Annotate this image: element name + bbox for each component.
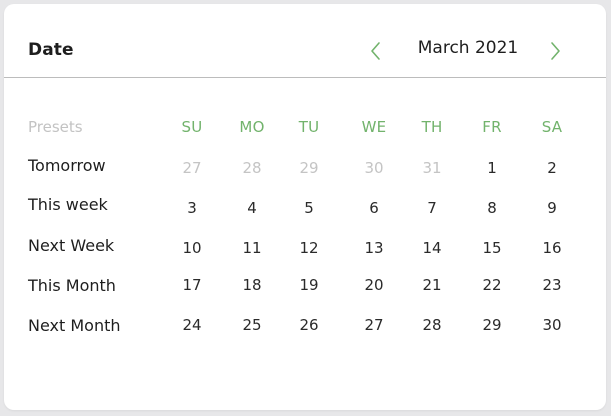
calendar-day[interactable]: 23 <box>542 276 562 294</box>
calendar-day[interactable]: 16 <box>542 239 562 257</box>
calendar-day[interactable]: 12 <box>299 239 319 257</box>
calendar-day[interactable]: 24 <box>182 316 202 334</box>
weekday-su: SU <box>181 118 203 136</box>
calendar-day[interactable]: 29 <box>482 316 502 334</box>
chevron-left-icon <box>371 42 380 60</box>
preset-next-week[interactable]: Next Week <box>28 236 115 255</box>
weekday-fr: FR <box>482 118 502 136</box>
preset-this-week[interactable]: This week <box>28 195 108 214</box>
calendar-day[interactable]: 8 <box>487 199 497 217</box>
calendar-day[interactable]: 21 <box>422 276 442 294</box>
preset-next-month[interactable]: Next Month <box>28 316 121 335</box>
weekday-sa: SA <box>541 118 563 136</box>
calendar-day[interactable]: 4 <box>247 199 257 217</box>
calendar-day[interactable]: 9 <box>547 199 557 217</box>
calendar-day[interactable]: 13 <box>364 239 384 257</box>
calendar-day-outside-month: 27 <box>182 159 202 177</box>
calendar-day-outside-month: 28 <box>242 159 262 177</box>
header-divider <box>4 77 606 78</box>
preset-tomorrow[interactable]: Tomorrow <box>28 156 106 175</box>
calendar-day-outside-month: 30 <box>364 159 384 177</box>
date-picker-card: Date March 2021 Presets Tomorrow This we… <box>4 4 606 410</box>
calendar-day[interactable]: 22 <box>482 276 502 294</box>
calendar-day[interactable]: 11 <box>242 239 262 257</box>
calendar-day[interactable]: 6 <box>369 199 379 217</box>
calendar-day[interactable]: 7 <box>427 199 437 217</box>
calendar-day[interactable]: 10 <box>182 239 202 257</box>
calendar-day[interactable]: 5 <box>304 199 314 217</box>
calendar-day[interactable]: 1 <box>487 159 497 177</box>
calendar-day[interactable]: 18 <box>242 276 262 294</box>
weekday-mo: MO <box>239 118 265 136</box>
calendar-day[interactable]: 26 <box>299 316 319 334</box>
calendar-day[interactable]: 19 <box>299 276 319 294</box>
prev-month-button[interactable] <box>367 40 385 62</box>
preset-this-month[interactable]: This Month <box>28 276 116 295</box>
presets-header: Presets <box>28 118 83 136</box>
calendar-day[interactable]: 25 <box>242 316 262 334</box>
calendar-day[interactable]: 28 <box>422 316 442 334</box>
calendar-day[interactable]: 2 <box>547 159 557 177</box>
calendar-day[interactable]: 3 <box>187 199 197 217</box>
weekday-tu: TU <box>298 118 320 136</box>
calendar-day[interactable]: 30 <box>542 316 562 334</box>
weekday-th: TH <box>421 118 443 136</box>
weekday-we: WE <box>361 118 387 136</box>
picker-title: Date <box>28 40 74 60</box>
next-month-button[interactable] <box>546 40 564 62</box>
calendar-day[interactable]: 14 <box>422 239 442 257</box>
month-label: March 2021 <box>417 38 519 58</box>
calendar-day[interactable]: 17 <box>182 276 202 294</box>
calendar-day[interactable]: 15 <box>482 239 502 257</box>
calendar-day[interactable]: 20 <box>364 276 384 294</box>
calendar-day[interactable]: 27 <box>364 316 384 334</box>
calendar-day-outside-month: 29 <box>299 159 319 177</box>
calendar-day-outside-month: 31 <box>422 159 442 177</box>
chevron-right-icon <box>551 42 560 60</box>
